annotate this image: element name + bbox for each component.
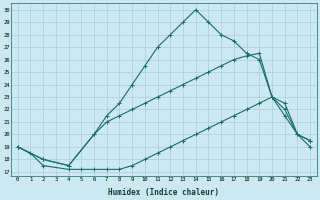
- X-axis label: Humidex (Indice chaleur): Humidex (Indice chaleur): [108, 188, 220, 197]
